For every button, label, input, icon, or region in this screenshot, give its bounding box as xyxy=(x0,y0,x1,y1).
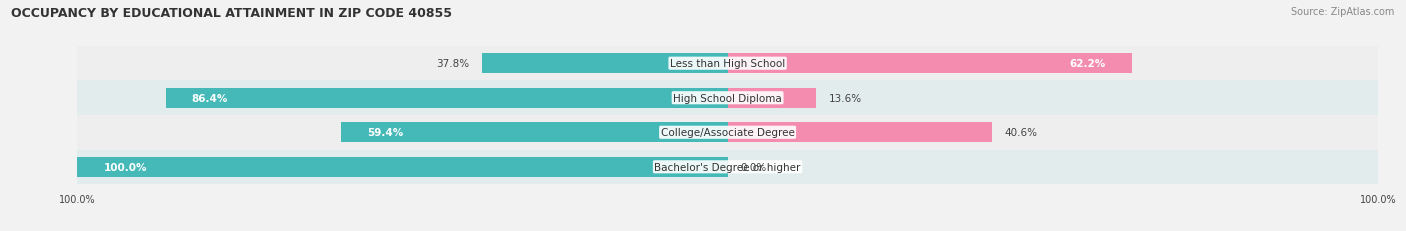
Bar xyxy=(728,123,991,143)
Bar xyxy=(77,150,1378,184)
Text: OCCUPANCY BY EDUCATIONAL ATTAINMENT IN ZIP CODE 40855: OCCUPANCY BY EDUCATIONAL ATTAINMENT IN Z… xyxy=(11,7,453,20)
Bar xyxy=(166,88,728,108)
Text: 86.4%: 86.4% xyxy=(191,93,228,103)
Bar xyxy=(77,81,1378,116)
Bar xyxy=(482,54,728,74)
Text: 100.0%: 100.0% xyxy=(104,162,146,172)
Bar xyxy=(77,157,728,177)
Text: Less than High School: Less than High School xyxy=(671,59,785,69)
Text: 62.2%: 62.2% xyxy=(1070,59,1107,69)
Bar xyxy=(342,123,728,143)
Text: 40.6%: 40.6% xyxy=(1005,128,1038,138)
Text: Bachelor's Degree or higher: Bachelor's Degree or higher xyxy=(654,162,801,172)
Text: College/Associate Degree: College/Associate Degree xyxy=(661,128,794,138)
Text: 37.8%: 37.8% xyxy=(436,59,468,69)
Bar xyxy=(728,88,815,108)
Text: 0.0%: 0.0% xyxy=(741,162,766,172)
Text: Source: ZipAtlas.com: Source: ZipAtlas.com xyxy=(1291,7,1395,17)
Text: 59.4%: 59.4% xyxy=(367,128,404,138)
Bar xyxy=(77,116,1378,150)
Text: 13.6%: 13.6% xyxy=(830,93,862,103)
Bar xyxy=(728,54,1132,74)
Bar xyxy=(77,47,1378,81)
Text: High School Diploma: High School Diploma xyxy=(673,93,782,103)
